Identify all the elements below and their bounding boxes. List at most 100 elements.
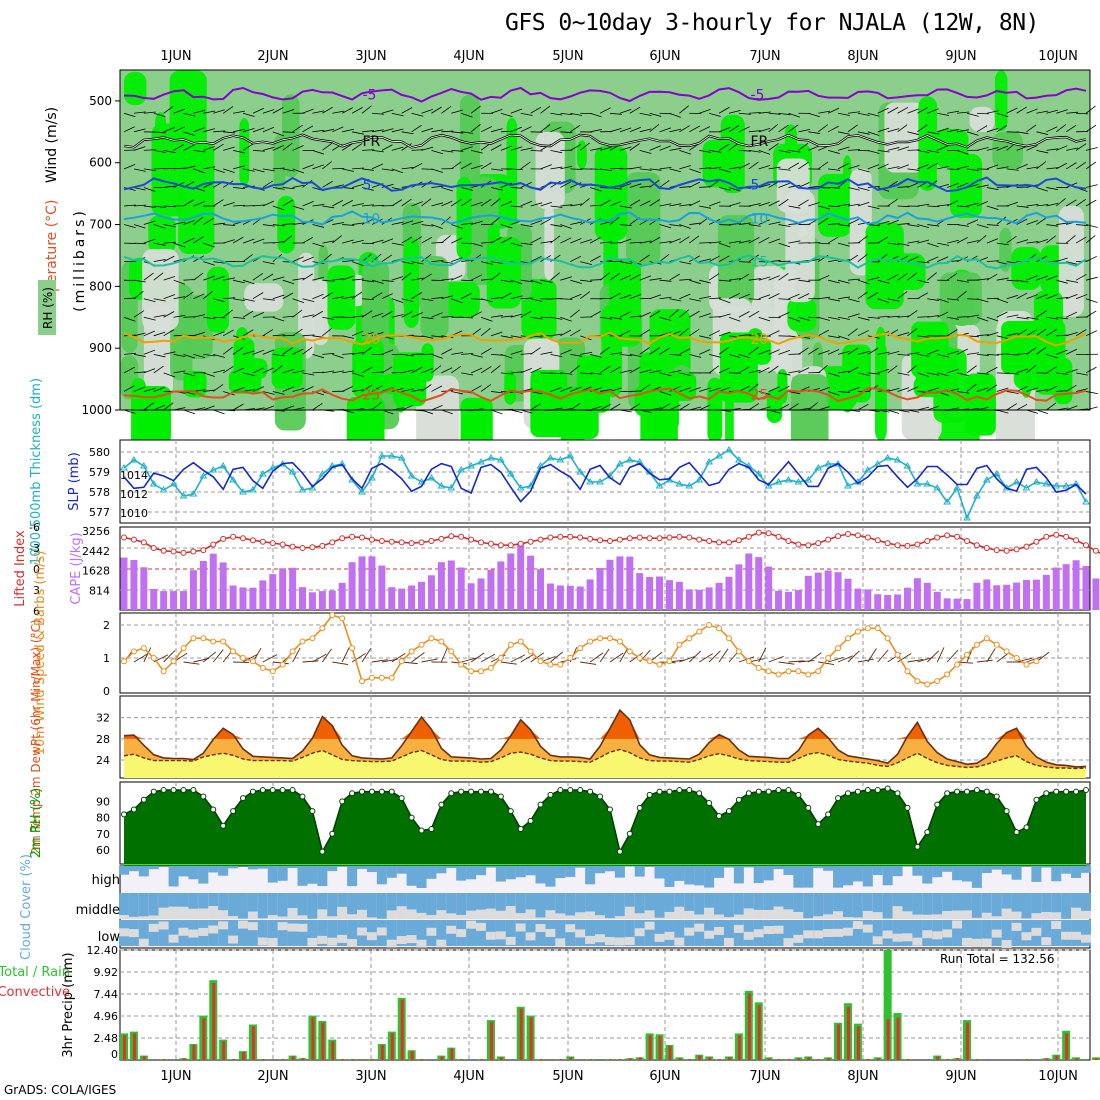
li-series-marker	[626, 535, 633, 542]
wind-barb	[371, 112, 384, 115]
li-series-marker	[190, 548, 197, 555]
wind-barb	[917, 353, 930, 357]
li-series-marker	[587, 535, 594, 542]
rh2m-series-marker	[150, 788, 157, 795]
li-series-marker	[745, 533, 752, 540]
cloud-low-bar	[942, 929, 953, 938]
wind-barb	[708, 365, 720, 374]
wind-barb	[1016, 106, 1027, 114]
wind-barb	[937, 145, 949, 151]
wind10-series-marker	[130, 648, 137, 655]
wind-barb	[728, 109, 741, 114]
thickness-series-marker	[477, 458, 485, 465]
wind-barb	[312, 129, 325, 133]
wind-barb	[778, 273, 789, 281]
li-series-marker	[884, 540, 891, 547]
wind-barb	[867, 347, 879, 355]
cloud-low-bg	[337, 920, 348, 946]
wind-barb	[252, 311, 265, 318]
wind-barb	[966, 131, 979, 136]
wind-barb	[312, 276, 325, 281]
wind-barb	[976, 387, 989, 392]
wind-barb	[897, 242, 910, 247]
wind-barb	[897, 146, 910, 151]
wind-barb	[421, 316, 434, 320]
cloud-low-bar	[634, 928, 645, 937]
wind-barb	[887, 107, 899, 114]
wind-barb	[609, 403, 621, 411]
wind-barb	[461, 316, 474, 319]
cloud-middle-bar	[426, 893, 437, 916]
wind-barb	[351, 261, 364, 267]
cape-bar	[794, 590, 802, 610]
cloud-low-bg	[168, 920, 179, 946]
thickness-series-marker	[308, 484, 317, 491]
wind-barb	[550, 235, 561, 244]
wind-barb	[381, 144, 393, 151]
wind-barb	[957, 224, 969, 227]
wind-barb	[292, 124, 303, 133]
wind-barb	[123, 164, 136, 170]
thickness-series-marker	[576, 468, 585, 475]
wind-barb	[966, 298, 979, 300]
wind-barb	[153, 331, 166, 337]
wind-barb	[996, 145, 1009, 151]
wind-barb	[907, 272, 918, 281]
wind-barb	[986, 205, 999, 210]
cape-bar	[299, 587, 307, 610]
wind-barb	[709, 387, 721, 392]
wind-barb	[560, 112, 573, 116]
li-series-marker	[299, 545, 306, 551]
wind-barb	[709, 166, 722, 170]
li-series-marker	[269, 540, 276, 547]
wind-barb	[689, 387, 701, 392]
precip-conv-bar	[846, 1006, 850, 1060]
wind-barb	[342, 239, 354, 244]
wind10-barb	[411, 652, 425, 663]
cloud-middle-bar	[158, 893, 169, 908]
cloud-high-bar	[634, 866, 645, 877]
wind-barb	[758, 201, 771, 207]
panel-frame	[119, 439, 1091, 524]
rh-patch	[911, 321, 949, 378]
cloud-high-bar	[1071, 866, 1082, 878]
cloud-low-bar	[426, 927, 437, 936]
wind-barb	[441, 149, 454, 153]
wind-barb	[709, 316, 722, 318]
cape-bar	[289, 567, 297, 610]
thickness-series-marker	[169, 480, 178, 487]
cloud-high-bar	[535, 866, 546, 884]
temp-tick: 24	[96, 754, 110, 767]
wind-barb	[342, 370, 355, 374]
wind10-series-marker	[597, 635, 604, 642]
wind-barb	[302, 108, 314, 114]
cape-bar	[1013, 582, 1021, 610]
cloud-low-bar	[466, 920, 477, 929]
wind-barb	[262, 391, 275, 395]
wind-barb	[282, 315, 295, 318]
wind-barb	[341, 199, 353, 207]
run-total-label: Run Total = 132.56	[940, 952, 1055, 966]
li-series-marker	[606, 538, 613, 544]
cloud-high-bar	[307, 866, 318, 884]
wind-barb	[203, 353, 216, 357]
precip-conv-bar	[668, 1045, 672, 1060]
wind-barb	[738, 311, 750, 318]
wind-barb	[272, 391, 285, 395]
cloud-low-bg	[872, 920, 883, 946]
wind10-series-marker	[478, 668, 485, 675]
wind-barb	[510, 313, 523, 318]
wind-barb	[728, 187, 741, 192]
wind-barb	[679, 165, 692, 170]
cloud-middle-bar	[267, 893, 278, 916]
wind-barb	[510, 242, 523, 247]
wind10-barb	[946, 649, 959, 663]
wind-barb	[322, 279, 335, 282]
cape-bar	[814, 572, 822, 610]
li-series-marker	[775, 533, 782, 540]
wind10-series-marker	[1023, 661, 1030, 668]
wind10-series-marker	[507, 641, 514, 648]
cloud-high-bar	[803, 866, 814, 888]
rh-patch	[884, 102, 925, 173]
wind-barb	[758, 349, 771, 355]
